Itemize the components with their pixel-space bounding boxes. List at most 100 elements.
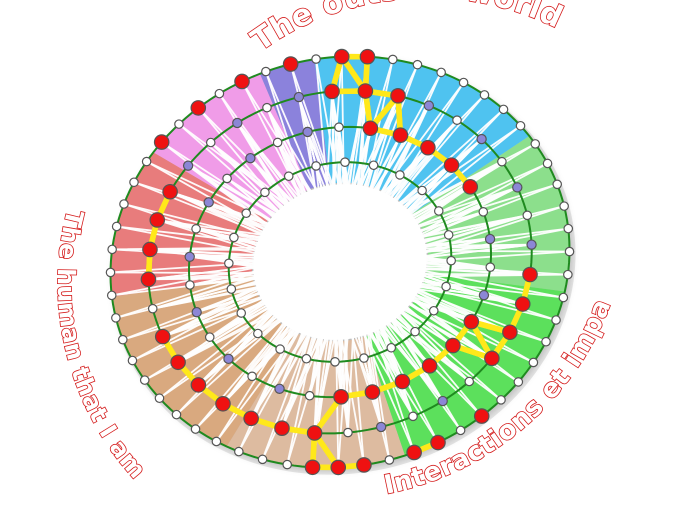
white-node: [147, 303, 158, 314]
purple-node: [293, 91, 305, 103]
spoke-edge: [331, 90, 391, 461]
white-node: [563, 269, 573, 280]
red-node: [324, 83, 340, 100]
red-node: [304, 459, 321, 476]
red-node: [154, 328, 171, 345]
spoke-edge: [241, 80, 444, 402]
white-node: [428, 305, 439, 316]
spoke-edge: [197, 107, 471, 383]
white-node: [433, 206, 444, 216]
white-node: [359, 353, 369, 363]
red-node: [274, 420, 290, 436]
spoke-edge: [218, 92, 444, 402]
spoke-edge: [194, 138, 483, 431]
white-node: [498, 104, 509, 115]
white-node: [330, 356, 340, 367]
white-node: [542, 158, 553, 169]
red-node: [170, 354, 186, 371]
white-node: [410, 326, 420, 337]
white-node: [558, 292, 569, 303]
red-node: [330, 459, 347, 476]
white-node: [204, 332, 215, 342]
red-node: [502, 324, 518, 341]
purple-node: [302, 126, 313, 138]
white-node: [127, 355, 138, 366]
white-node: [229, 232, 239, 243]
white-node: [311, 161, 321, 171]
white-node: [436, 67, 446, 78]
white-node: [441, 281, 451, 292]
red-node: [356, 457, 372, 473]
red-node: [392, 127, 409, 143]
red-node: [484, 350, 500, 367]
white-node: [105, 267, 116, 278]
white-node: [458, 77, 469, 88]
white-node: [387, 54, 398, 65]
white-node: [262, 102, 272, 113]
white-node: [226, 284, 237, 294]
red-node: [359, 48, 376, 65]
white-node: [559, 201, 569, 211]
red-node: [357, 83, 374, 99]
white-node: [496, 395, 506, 405]
purple-node: [375, 421, 387, 433]
white-node: [464, 376, 475, 387]
node-layer: [105, 48, 575, 476]
white-node: [222, 173, 232, 184]
spoke-edge-layer: [109, 55, 571, 469]
purple-node: [484, 233, 496, 245]
spoke-edge: [145, 160, 511, 334]
purple-node: [184, 251, 195, 262]
purple-node: [526, 239, 537, 250]
white-node: [479, 90, 490, 100]
white-node: [111, 221, 122, 232]
red-node: [142, 241, 158, 258]
spoke-edge: [123, 203, 511, 334]
red-node: [430, 434, 446, 451]
red-node: [234, 73, 250, 90]
spoke-edge: [160, 141, 471, 383]
purple-node: [478, 289, 490, 301]
white-node: [446, 255, 456, 266]
white-node: [191, 224, 201, 234]
red-node: [153, 134, 170, 150]
white-node: [340, 157, 350, 168]
spoke-edge: [264, 70, 383, 428]
label-top: The outside world: [245, 0, 568, 58]
white-node: [412, 59, 423, 70]
purple-node: [223, 353, 234, 365]
white-node: [117, 334, 128, 345]
red-node: [420, 139, 436, 156]
white-node: [111, 313, 121, 323]
white-node: [386, 342, 397, 353]
red-node: [390, 88, 406, 104]
purple-node: [203, 197, 214, 208]
spoke-edge: [160, 141, 493, 360]
white-node: [141, 156, 152, 167]
purple-node: [182, 160, 194, 171]
red-node: [445, 337, 461, 354]
white-node: [253, 328, 263, 339]
red-node: [443, 157, 460, 173]
spoke-edge: [261, 104, 430, 461]
spoke-edge: [109, 271, 531, 276]
white-node: [257, 454, 268, 465]
red-node: [463, 313, 480, 330]
red-node: [333, 389, 349, 405]
white-node: [528, 357, 539, 368]
white-node: [185, 280, 195, 290]
white-node: [106, 290, 117, 301]
purple-node: [245, 152, 256, 164]
spoke-edge: [264, 70, 414, 418]
white-node: [408, 411, 418, 422]
red-node: [190, 100, 207, 116]
white-node: [334, 122, 344, 132]
white-node: [275, 344, 285, 354]
white-node: [301, 353, 312, 364]
spoke-edge: [109, 243, 533, 274]
spoke-edge: [194, 119, 458, 431]
white-node: [417, 185, 427, 196]
white-node: [154, 393, 165, 404]
